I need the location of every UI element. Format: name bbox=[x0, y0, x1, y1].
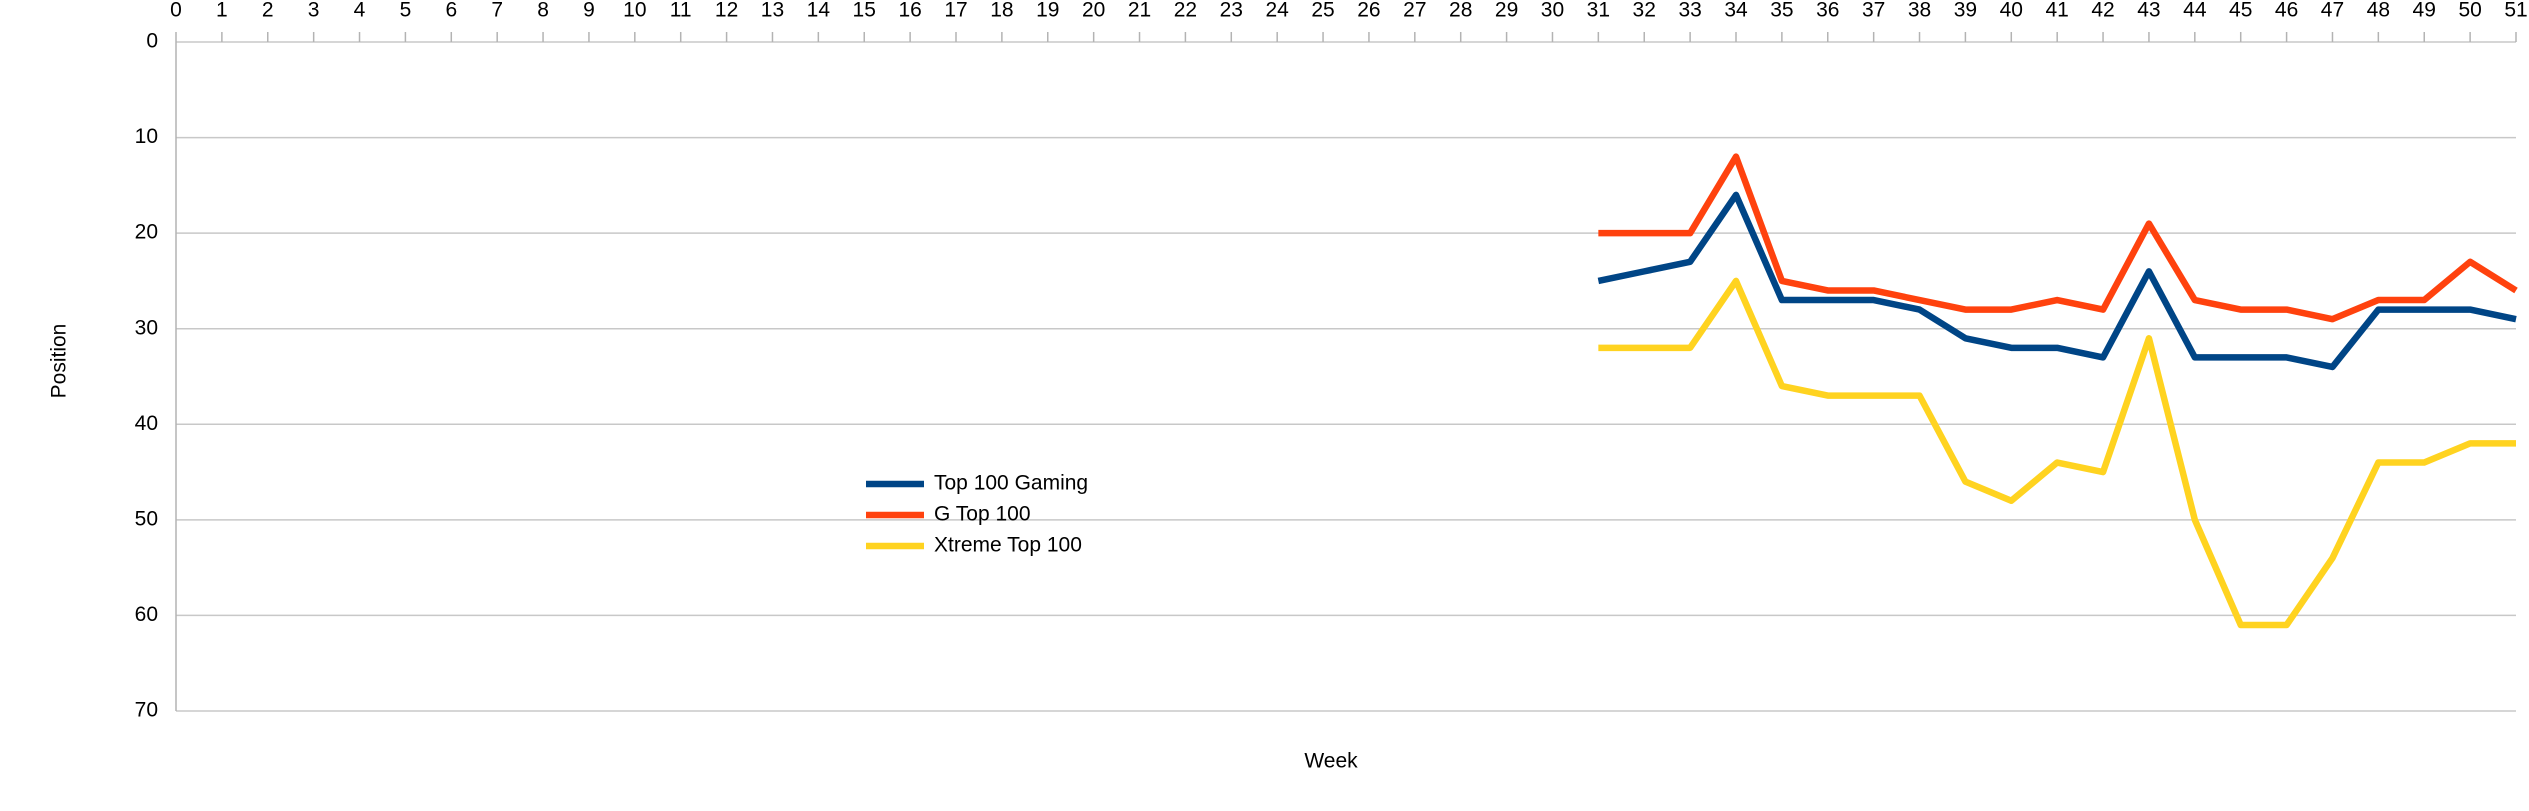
x-tick-label: 5 bbox=[400, 0, 412, 22]
x-tick-label: 23 bbox=[1220, 0, 1243, 22]
x-tick-label: 37 bbox=[1862, 0, 1885, 22]
x-tick-label: 35 bbox=[1770, 0, 1793, 22]
x-tick-label: 26 bbox=[1357, 0, 1380, 22]
y-axis-title: Position bbox=[48, 324, 71, 399]
x-tick-label: 1 bbox=[216, 0, 228, 22]
x-tick-label: 20 bbox=[1082, 0, 1105, 22]
y-tick-label: 30 bbox=[135, 316, 158, 339]
x-tick-label: 40 bbox=[2000, 0, 2023, 22]
x-tick-label: 30 bbox=[1541, 0, 1564, 22]
x-tick-label: 2 bbox=[262, 0, 274, 22]
x-tick-label: 0 bbox=[170, 0, 182, 22]
x-tick-label: 33 bbox=[1678, 0, 1701, 22]
x-tick-label: 49 bbox=[2413, 0, 2436, 22]
x-tick-label: 7 bbox=[491, 0, 503, 22]
y-tick-label: 20 bbox=[135, 221, 158, 244]
x-tick-label: 32 bbox=[1633, 0, 1656, 22]
x-tick-label: 29 bbox=[1495, 0, 1518, 22]
y-tick-label: 0 bbox=[146, 30, 158, 53]
x-tick-label: 13 bbox=[761, 0, 784, 22]
x-tick-label: 21 bbox=[1128, 0, 1151, 22]
legend-label: Top 100 Gaming bbox=[934, 472, 1088, 495]
x-tick-label: 4 bbox=[354, 0, 366, 22]
x-tick-label: 42 bbox=[2091, 0, 2114, 22]
x-tick-label: 12 bbox=[715, 0, 738, 22]
x-tick-label: 24 bbox=[1265, 0, 1289, 22]
x-tick-label: 3 bbox=[308, 0, 320, 22]
x-tick-label: 15 bbox=[853, 0, 876, 22]
legend-label: G Top 100 bbox=[934, 503, 1031, 526]
x-tick-label: 19 bbox=[1036, 0, 1059, 22]
x-tick-label: 44 bbox=[2183, 0, 2207, 22]
series-line bbox=[1597, 191, 2517, 371]
x-tick-label: 46 bbox=[2275, 0, 2298, 22]
x-tick-label: 18 bbox=[990, 0, 1013, 22]
y-tick-label: 60 bbox=[135, 603, 158, 626]
x-tick-label: 45 bbox=[2229, 0, 2252, 22]
x-tick-label: 43 bbox=[2137, 0, 2160, 22]
x-tick-label: 34 bbox=[1724, 0, 1748, 22]
x-tick-label: 17 bbox=[944, 0, 967, 22]
x-tick-label: 39 bbox=[1954, 0, 1977, 22]
x-tick-label: 14 bbox=[807, 0, 831, 22]
x-tick-label: 11 bbox=[670, 0, 692, 22]
x-tick-label: 8 bbox=[537, 0, 549, 22]
series-line bbox=[1598, 277, 2516, 629]
x-tick-label: 31 bbox=[1587, 0, 1610, 22]
x-tick-label: 36 bbox=[1816, 0, 1839, 22]
x-tick-label: 25 bbox=[1311, 0, 1334, 22]
x-tick-label: 16 bbox=[898, 0, 921, 22]
series-line bbox=[1598, 153, 2518, 323]
x-tick-label: 38 bbox=[1908, 0, 1931, 22]
y-tick-label: 70 bbox=[135, 699, 158, 722]
x-axis-title: Week bbox=[1304, 750, 1358, 773]
y-tick-label: 10 bbox=[135, 125, 158, 148]
x-tick-label: 28 bbox=[1449, 0, 1472, 22]
x-tick-label: 47 bbox=[2321, 0, 2344, 22]
x-tick-label: 41 bbox=[2045, 0, 2068, 22]
x-tick-label: 9 bbox=[583, 0, 595, 22]
x-tick-label: 50 bbox=[2458, 0, 2481, 22]
legend-label: Xtreme Top 100 bbox=[934, 534, 1082, 557]
y-tick-label: 50 bbox=[135, 507, 158, 530]
x-tick-label: 6 bbox=[445, 0, 457, 22]
x-tick-label: 10 bbox=[623, 0, 646, 22]
x-tick-label: 48 bbox=[2367, 0, 2390, 22]
x-tick-label: 51 bbox=[2504, 0, 2527, 22]
x-tick-label: 27 bbox=[1403, 0, 1426, 22]
x-tick-label: 22 bbox=[1174, 0, 1197, 22]
y-tick-label: 40 bbox=[135, 412, 158, 435]
